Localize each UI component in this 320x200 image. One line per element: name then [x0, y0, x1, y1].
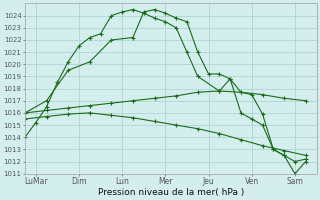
X-axis label: Pression niveau de la mer( hPa ): Pression niveau de la mer( hPa ) [98, 188, 244, 197]
